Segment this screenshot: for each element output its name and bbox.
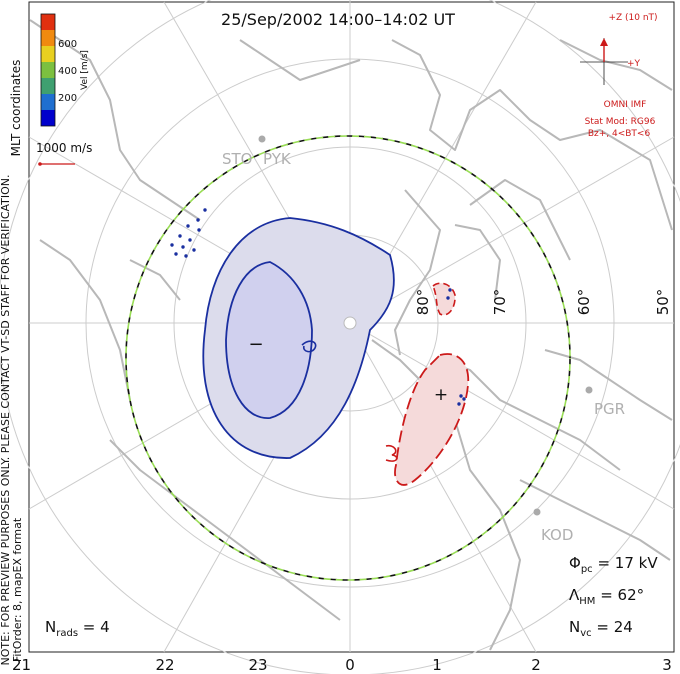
preview-note: NOTE: FOR PREVIEW PURPOSES ONLY. PLEASE …	[0, 174, 12, 665]
imf-bz-condition: Bz+, 4<BT<6	[588, 129, 651, 139]
positive-cell-swirl	[385, 444, 398, 462]
station-label-pgr: PGR	[594, 400, 625, 418]
scale-label: 1000 m/s	[36, 141, 92, 155]
colorbar-tick-400: 400	[58, 66, 77, 77]
station-label-pyk: PYK	[263, 150, 292, 168]
mlt-label-23: 23	[248, 656, 267, 674]
mlt-label-2: 2	[531, 656, 541, 674]
mlt-label-0: 0	[345, 656, 355, 674]
station-markers	[258, 135, 593, 516]
lat-label-80: 80°	[414, 289, 432, 316]
colorbar-label: Vel [m/s]	[80, 50, 90, 90]
imf-stat-model: Stat Mod: RG96	[585, 117, 656, 127]
negative-cell-swirl	[301, 340, 317, 353]
plot-frame	[28, 1, 675, 653]
lat-label-60: 60°	[575, 289, 593, 316]
mlt-label-3: 3	[662, 656, 672, 674]
radar-count-readout: Nrads = 4	[45, 618, 110, 639]
imf-y-label: +Y	[627, 59, 641, 69]
station-label-sto: STO	[222, 150, 253, 168]
scale-vector-origin	[38, 162, 42, 166]
colorbar-tick-600: 600	[58, 39, 77, 50]
radar-vectors-west	[170, 208, 207, 258]
coords-label: MLT coordinates	[9, 60, 23, 157]
imf-source: OMNI IMF	[604, 100, 647, 110]
vector-count-readout: Nvc = 24	[569, 618, 633, 639]
imf-vector-arrowhead	[600, 38, 608, 46]
negative-cell-marker: −	[248, 334, 263, 355]
mlt-label-21: 21	[12, 656, 31, 674]
negative-cell-inner	[225, 261, 313, 419]
cpcp-readout: Φpc = 17 kV	[569, 554, 658, 575]
imf-z-label: +Z (10 nT)	[608, 13, 657, 23]
radar-vectors-east	[446, 288, 466, 406]
hm-boundary-green	[125, 135, 571, 581]
pole-marker	[343, 316, 357, 330]
lat-label-70: 70°	[491, 289, 509, 316]
positive-cell-marker: +	[434, 385, 448, 405]
hmb-latitude-readout: ΛHM = 62°	[569, 586, 644, 607]
coastlines	[29, 19, 673, 651]
lat-label-50: 50°	[654, 289, 672, 316]
velocity-colorbar	[40, 13, 56, 127]
map-title: 25/Sep/2002 14:00–14:02 UT	[221, 10, 455, 29]
mlt-label-22: 22	[155, 656, 174, 674]
station-label-kod: KOD	[541, 526, 573, 544]
fit-order-note: FitOrder: 8, mapEX format	[11, 517, 24, 662]
positive-cell-small	[432, 282, 456, 316]
positive-cell	[394, 353, 470, 486]
colorbar-tick-200: 200	[58, 93, 77, 104]
mlt-label-1: 1	[432, 656, 442, 674]
